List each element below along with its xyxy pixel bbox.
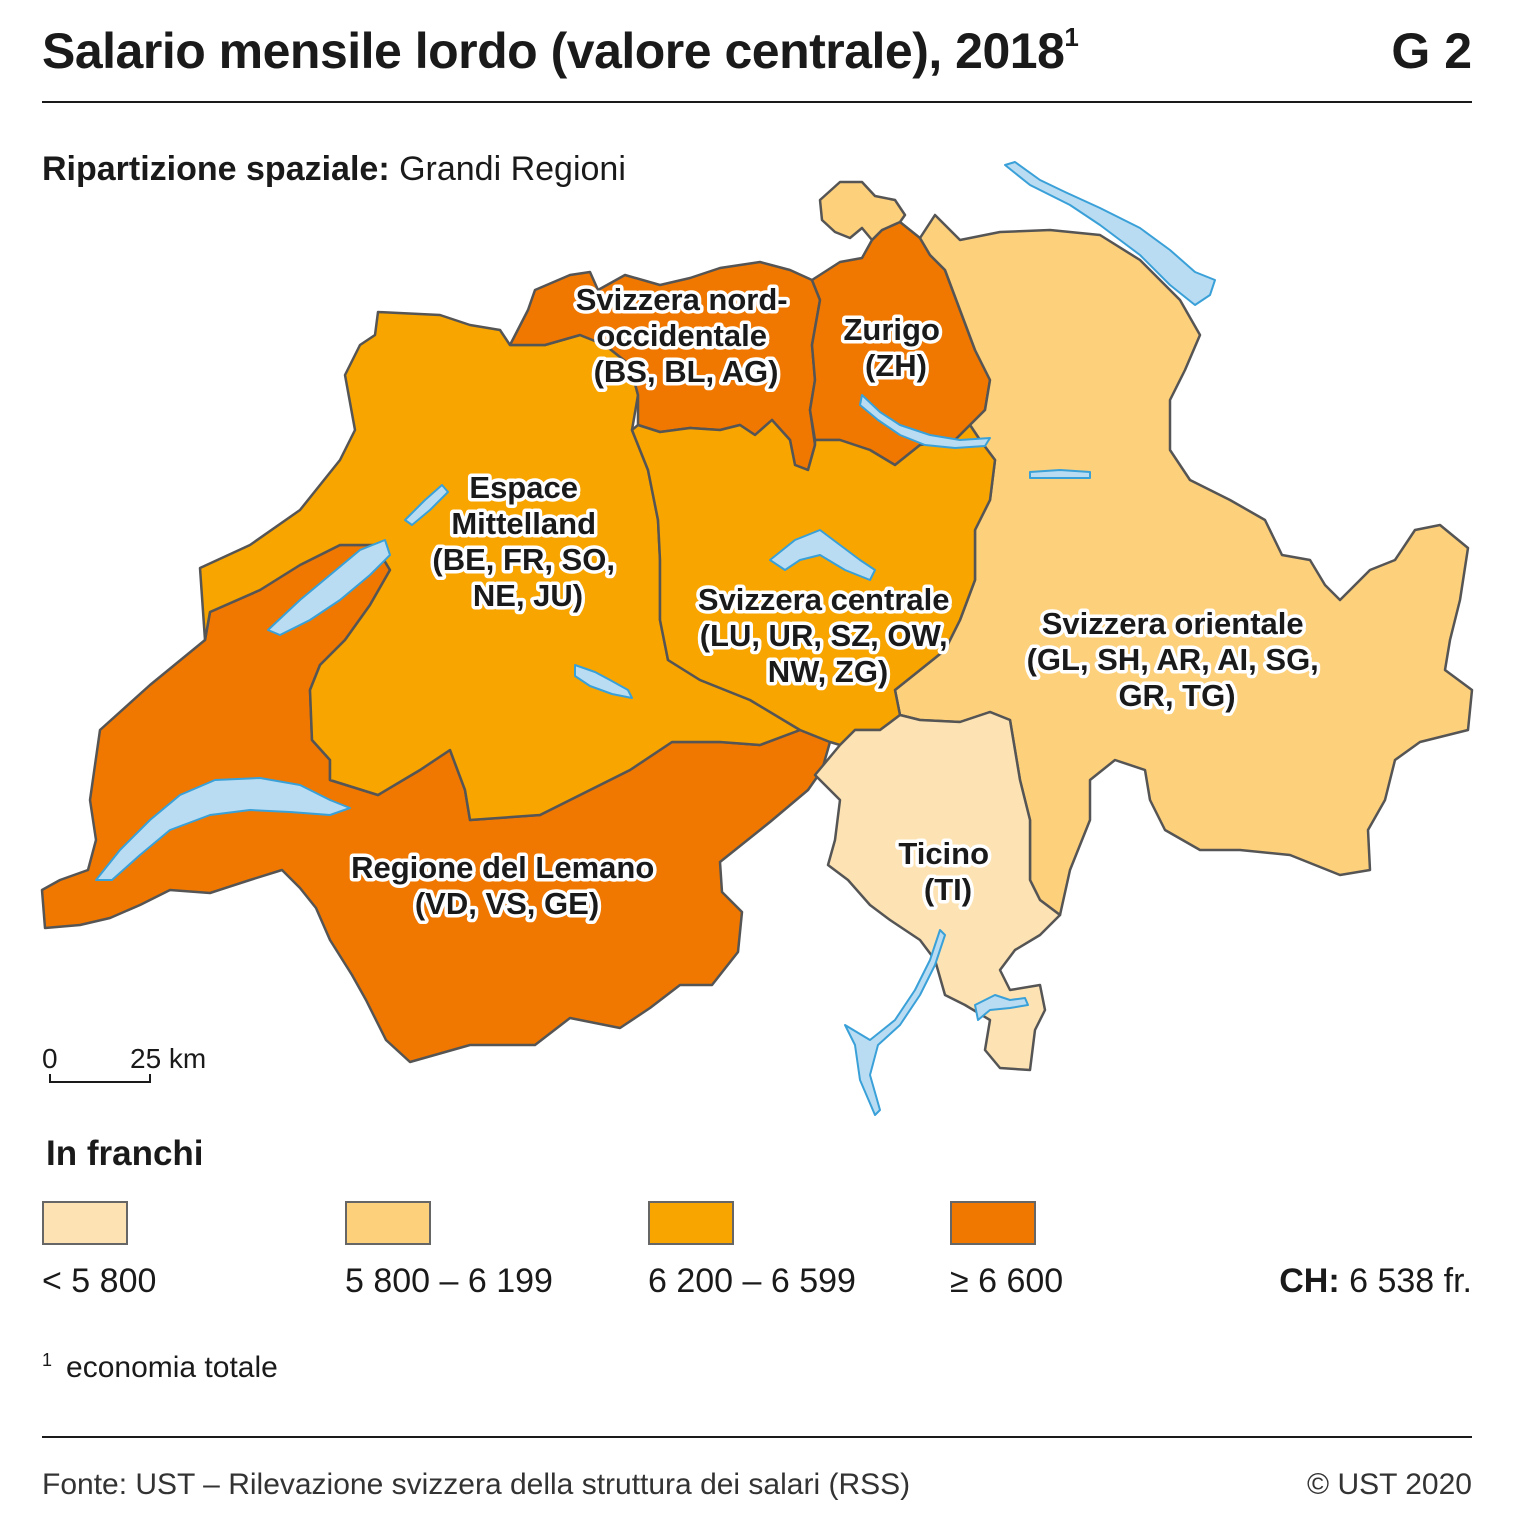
lake-neuchatel [267,539,391,636]
title-footnote-mark: 1 [1064,22,1079,53]
lake-zurich [859,394,991,449]
scale-bar: 0 25 km [42,1043,206,1083]
lake-biel [404,484,449,526]
lake-geneva [95,777,351,881]
legend-label-lt5800: < 5 800 [42,1262,157,1300]
header-rule [42,101,1472,103]
label-oriente: Svizzera orientale (GL, SH, AR, AI, SG, … [1027,606,1328,713]
legend-swatch-lt5800 [42,1201,128,1245]
region-ticino [813,710,1062,1072]
label-nordovest: Svizzera nord- occidentale (BS, BL, AG) [576,282,797,389]
region-oriente-sh [818,180,907,242]
copyright: © UST 2020 [1307,1468,1472,1501]
legend-label-ge6600: ≥ 6 600 [950,1262,1064,1300]
lake-constance [1004,161,1216,306]
footer-rule [42,1436,1472,1438]
legend-swatch-5800 [345,1201,431,1245]
ch-total-value: 6 538 fr. [1349,1262,1472,1300]
lake-thun-brienz [574,664,633,699]
legend-swatch-6200 [648,1201,734,1245]
legend-label-5800: 5 800 – 6 199 [345,1262,553,1300]
choropleth-map: Regione del Lemano (VD, VS, GE) Espace M… [40,161,1474,1116]
ch-total-label: CH: [1279,1262,1340,1300]
region-centrale [630,418,997,747]
scale-end-label: 25 km [130,1043,206,1074]
chart-code: G 2 [1391,23,1472,79]
ch-total: CH: 6 538 fr. [1279,1262,1472,1301]
footnote: 1 economia totale [42,1350,278,1385]
footnote-mark: 1 [42,1350,53,1370]
lake-lucerne [769,529,876,581]
footnote-text: economia totale [66,1351,278,1384]
lake-walen [1029,469,1091,479]
subtitle-label: Ripartizione spaziale: [42,150,390,188]
legend-title: In franchi [46,1134,204,1173]
legend-label-6200: 6 200 – 6 599 [648,1262,856,1300]
label-lemano: Regione del Lemano (VD, VS, GE) [351,850,663,921]
legend-swatch-ge6600 [950,1201,1036,1245]
chart-title: Salario mensile lordo (valore centrale),… [42,22,1079,79]
label-zurigo: Zurigo (ZH) [843,312,948,383]
subtitle-value: Grandi Regioni [399,150,626,188]
label-centrale: Svizzera centrale (LU, UR, SZ, OW, NW, Z… [698,582,958,689]
scale-start-label: 0 [42,1043,58,1074]
subtitle: Ripartizione spaziale: Grandi Regioni [42,150,626,189]
label-mittelland: Espace Mittelland (BE, FR, SO, NE, JU) [432,470,623,613]
lake-lugano [974,994,1029,1021]
lake-maggiore [844,929,946,1116]
source-note: Fonte: UST – Rilevazione svizzera della … [42,1468,911,1501]
label-ticino: Ticino (TI) [898,836,997,907]
